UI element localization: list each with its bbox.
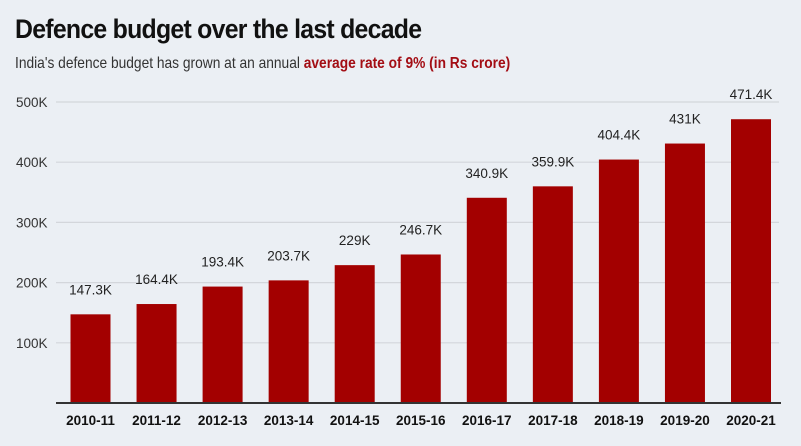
x-tick-label: 2010-11: [66, 413, 115, 428]
x-tick-label: 2020-21: [726, 413, 776, 428]
bar: [136, 304, 177, 403]
x-tick-label: 2012-13: [198, 413, 248, 428]
data-label: 431K: [669, 112, 701, 127]
x-tick-label: 2015-16: [396, 413, 446, 428]
subtitle-highlight: average rate of 9% (in Rs crore): [303, 55, 511, 72]
data-label: 246.7K: [399, 222, 442, 237]
y-tick-label: 500K: [16, 95, 48, 110]
bar: [466, 197, 507, 403]
y-tick-label: 200K: [16, 276, 48, 291]
y-tick-label: 100K: [16, 336, 48, 351]
data-label: 340.9K: [465, 166, 508, 181]
bar: [268, 280, 309, 403]
y-tick-label: 400K: [16, 155, 48, 170]
x-tick-label: 2013-14: [264, 413, 314, 428]
bar: [532, 186, 573, 403]
chart-title: Defence budget over the last decade: [15, 14, 422, 44]
data-label: 203.7K: [267, 248, 310, 263]
x-tick-label: 2016-17: [462, 413, 512, 428]
x-tick-label: 2017-18: [528, 413, 578, 428]
x-tick-label: 2014-15: [330, 413, 380, 428]
chart-subtitle: India's defence budget has grown at an a…: [15, 55, 510, 73]
data-label: 147.3K: [69, 282, 112, 297]
y-tick-label: 300K: [16, 215, 48, 230]
data-label: 404.4K: [598, 128, 641, 143]
data-label: 193.4K: [201, 255, 244, 270]
bar: [731, 119, 771, 404]
x-tick-label: 2019-20: [660, 413, 710, 428]
bar: [664, 143, 705, 403]
bar: [334, 265, 375, 403]
x-tick-label: 2011-12: [132, 413, 181, 428]
bar: [70, 314, 111, 403]
bar: [598, 159, 639, 403]
bar: [400, 254, 441, 403]
data-label: 359.9K: [531, 154, 574, 169]
x-tick-label: 2018-19: [594, 413, 644, 428]
subtitle-plain: India's defence budget has grown at an a…: [15, 55, 304, 72]
data-label: 229K: [339, 233, 371, 248]
data-label: 164.4K: [135, 272, 178, 287]
bar: [202, 286, 243, 403]
data-label: 471.4K: [730, 87, 773, 102]
